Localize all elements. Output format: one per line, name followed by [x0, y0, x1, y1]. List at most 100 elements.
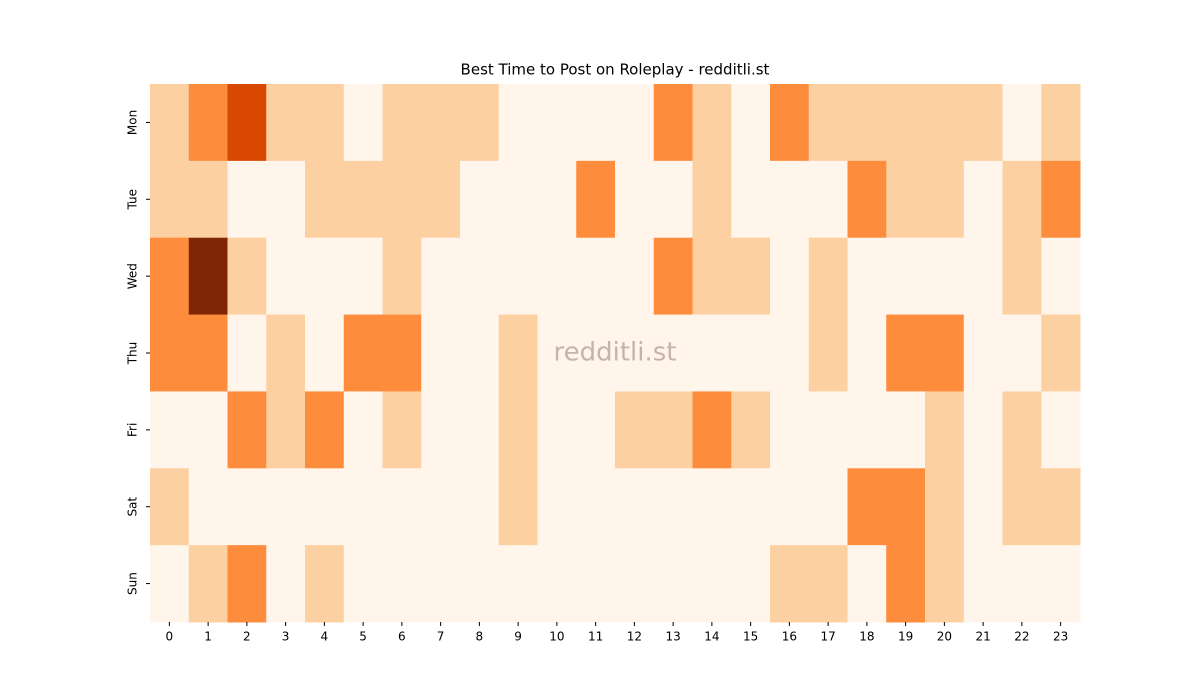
heat-cell [421, 160, 461, 239]
heat-cell [150, 237, 190, 316]
heat-cell [1041, 160, 1081, 239]
heat-cell [188, 468, 228, 546]
heat-cell [498, 237, 538, 316]
heat-cell [266, 160, 306, 239]
heat-cell [770, 160, 810, 239]
heat-cell [227, 468, 267, 546]
heat-cell [963, 545, 1003, 623]
heat-cell [692, 314, 732, 392]
heat-cell [460, 160, 500, 239]
heat-cell [770, 391, 810, 469]
x-tick-label: 14 [704, 630, 719, 644]
heat-cell [808, 84, 848, 162]
x-tick-label: 0 [166, 630, 174, 644]
heat-cell [498, 84, 538, 162]
heat-cell [305, 314, 345, 392]
x-tick-label: 12 [627, 630, 642, 644]
heat-cell [1002, 314, 1042, 392]
heat-cell [188, 314, 228, 392]
heat-cell [188, 84, 228, 162]
heat-cell [266, 237, 306, 316]
heat-cell [343, 391, 383, 469]
heat-cell [886, 237, 926, 316]
x-tick-label: 19 [898, 630, 913, 644]
heat-cell [498, 391, 538, 469]
heat-cell [343, 314, 383, 392]
heat-cell [537, 468, 577, 546]
heat-cell [615, 160, 655, 239]
heat-cell [305, 468, 345, 546]
heat-cell [1002, 84, 1042, 162]
y-tick-label: Fri [126, 423, 140, 437]
heat-cell [615, 468, 655, 546]
heat-cell [925, 84, 965, 162]
x-tick-label: 9 [514, 630, 522, 644]
heat-cell [1041, 391, 1081, 469]
heat-cell [421, 545, 461, 623]
heat-cell [460, 84, 500, 162]
heat-cell [847, 391, 887, 469]
heat-cell [770, 84, 810, 162]
heat-cell [653, 84, 693, 162]
heat-cell [421, 391, 461, 469]
heat-cell [537, 160, 577, 239]
x-tick-label: 22 [1014, 630, 1029, 644]
heat-cell [886, 391, 926, 469]
heat-cell [731, 84, 771, 162]
x-tick-label: 21 [975, 630, 990, 644]
heat-cell [963, 468, 1003, 546]
heat-cell [537, 237, 577, 316]
heat-cell [770, 468, 810, 546]
heat-cell [227, 160, 267, 239]
heat-cell [460, 468, 500, 546]
heat-cell [1002, 545, 1042, 623]
heat-cell [692, 545, 732, 623]
heat-cell [188, 391, 228, 469]
heat-cell [1041, 545, 1081, 623]
heat-cell [615, 545, 655, 623]
watermark: redditli.st [554, 338, 677, 368]
x-tick-label: 8 [476, 630, 484, 644]
y-tick-label: Wed [126, 263, 140, 289]
heat-cell [925, 545, 965, 623]
heat-cell [382, 314, 422, 392]
heat-cell [343, 160, 383, 239]
heat-cell [150, 391, 190, 469]
heat-cell [227, 545, 267, 623]
heat-cell [847, 160, 887, 239]
heat-cell [576, 237, 616, 316]
heat-cell [963, 84, 1003, 162]
y-tick-label: Mon [126, 110, 140, 135]
heat-cell [847, 545, 887, 623]
heat-cell [886, 468, 926, 546]
heat-cell [847, 468, 887, 546]
heat-cell [382, 468, 422, 546]
heat-cell [731, 545, 771, 623]
heat-cell [343, 545, 383, 623]
x-tick-label: 4 [321, 630, 329, 644]
heat-cell [886, 314, 926, 392]
heat-cell [266, 468, 306, 546]
heat-cell [537, 391, 577, 469]
x-tick-label: 16 [782, 630, 797, 644]
heat-cell [692, 468, 732, 546]
heat-cell [847, 84, 887, 162]
heat-cell [886, 545, 926, 623]
heat-cell [731, 468, 771, 546]
x-tick-label: 17 [820, 630, 835, 644]
y-tick-label: Sat [126, 497, 140, 517]
heat-cell [653, 545, 693, 623]
heat-cell [188, 237, 228, 316]
heat-cell [576, 84, 616, 162]
heat-cell [615, 237, 655, 316]
heat-cell [576, 391, 616, 469]
heat-cell [382, 545, 422, 623]
heat-cell [305, 545, 345, 623]
heat-cell [150, 314, 190, 392]
x-tick-label: 18 [859, 630, 874, 644]
heat-cell [227, 84, 267, 162]
heat-cell [460, 391, 500, 469]
y-tick-label: Sun [126, 572, 140, 595]
heat-cell [305, 84, 345, 162]
